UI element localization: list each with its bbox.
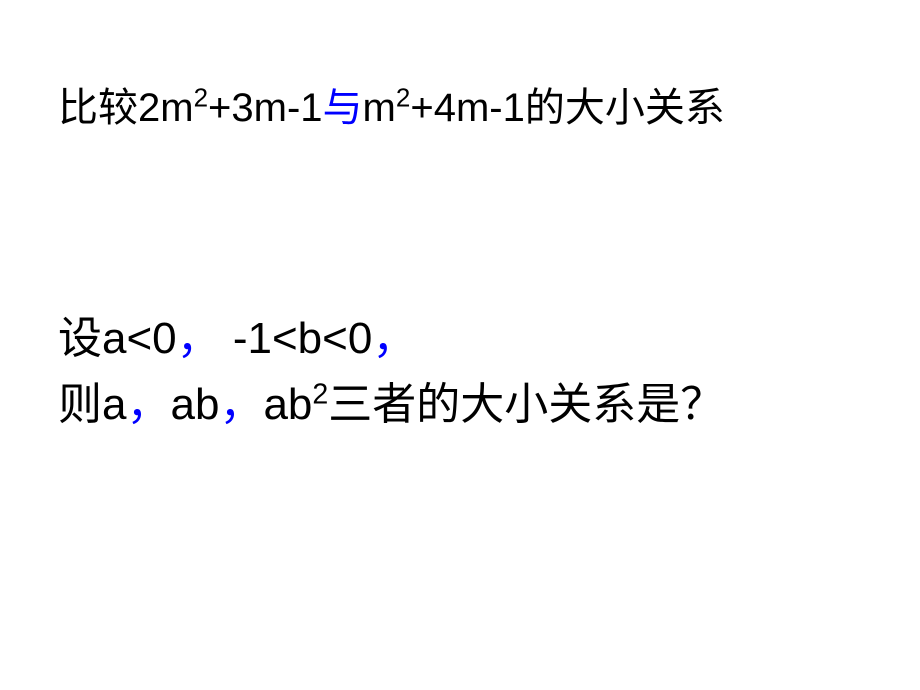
p2-l1-comma-2: ， [372, 314, 416, 363]
p1-text-3: m [363, 86, 396, 130]
p1-highlight-1: 与 [323, 86, 363, 130]
p2-l2-comma-1: ， [126, 380, 170, 429]
problem-1: 比较2m2+3m-1与m2+4m-1的大小关系 [50, 80, 870, 136]
p1-sup-2: 2 [396, 83, 410, 113]
p2-l1-text-2: -1<b<0 [221, 314, 373, 363]
p1-text-1: 比较2m [58, 86, 194, 130]
slide-container: 比较2m2+3m-1与m2+4m-1的大小关系 设a<0， -1<b<0， 则a… [0, 0, 920, 690]
problem-2: 设a<0， -1<b<0， 则a，ab，ab2三者的大小关系是？ [50, 306, 870, 438]
p1-text-2: +3m-1 [208, 86, 323, 130]
p2-l2-text-1: 则a [58, 380, 126, 429]
p1-text-4: +4m-1的大小关系 [410, 86, 725, 130]
p2-l1-comma-1: ， [177, 314, 221, 363]
p2-l1-text-1: 设a<0 [58, 314, 177, 363]
p2-l2-text-2: ab [170, 380, 219, 429]
p2-l2-text-3: ab [263, 380, 312, 429]
p1-sup-1: 2 [194, 83, 208, 113]
p2-line-1: 设a<0， -1<b<0， [58, 306, 870, 372]
p2-line-2: 则a，ab，ab2三者的大小关系是？ [58, 372, 870, 438]
p2-l2-comma-2: ， [219, 380, 263, 429]
p2-l2-sup-1: 2 [312, 378, 328, 410]
p2-l2-text-4: 三者的大小关系是？ [328, 380, 724, 429]
